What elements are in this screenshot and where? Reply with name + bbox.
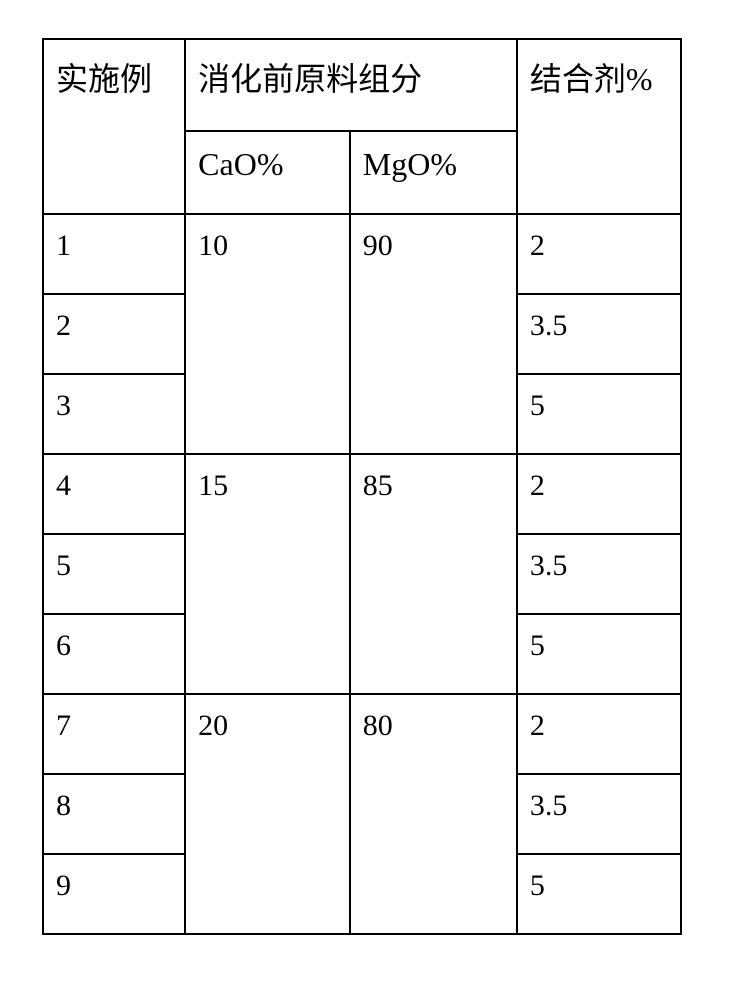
cell-binder: 5 <box>517 614 681 694</box>
col-header-group: 消化前原料组分 <box>185 39 517 131</box>
table-row: 7 20 80 2 <box>43 694 681 774</box>
cell-binder: 3.5 <box>517 294 681 374</box>
cell-binder: 5 <box>517 374 681 454</box>
table-row: 4 15 85 2 <box>43 454 681 534</box>
cell-binder: 2 <box>517 214 681 294</box>
cell-example: 1 <box>43 214 185 294</box>
cell-binder: 3.5 <box>517 534 681 614</box>
cell-example: 5 <box>43 534 185 614</box>
col-header-binder: 结合剂% <box>517 39 681 214</box>
cell-mgo: 80 <box>350 694 517 934</box>
header-row-1: 实施例 消化前原料组分 结合剂% <box>43 39 681 131</box>
col-header-mgo: MgO% <box>350 131 517 214</box>
cell-binder: 2 <box>517 694 681 774</box>
col-header-example: 实施例 <box>43 39 185 214</box>
cell-example: 3 <box>43 374 185 454</box>
cell-cao: 20 <box>185 694 350 934</box>
cell-example: 9 <box>43 854 185 934</box>
cell-binder: 3.5 <box>517 774 681 854</box>
cell-mgo: 85 <box>350 454 517 694</box>
cell-mgo: 90 <box>350 214 517 454</box>
cell-binder: 5 <box>517 854 681 934</box>
cell-example: 4 <box>43 454 185 534</box>
cell-binder: 2 <box>517 454 681 534</box>
composition-table: 实施例 消化前原料组分 结合剂% CaO% MgO% 1 10 90 2 2 3… <box>42 38 682 935</box>
cell-example: 6 <box>43 614 185 694</box>
table-row: 1 10 90 2 <box>43 214 681 294</box>
cell-example: 8 <box>43 774 185 854</box>
cell-cao: 10 <box>185 214 350 454</box>
col-header-cao: CaO% <box>185 131 350 214</box>
cell-example: 7 <box>43 694 185 774</box>
cell-example: 2 <box>43 294 185 374</box>
cell-cao: 15 <box>185 454 350 694</box>
